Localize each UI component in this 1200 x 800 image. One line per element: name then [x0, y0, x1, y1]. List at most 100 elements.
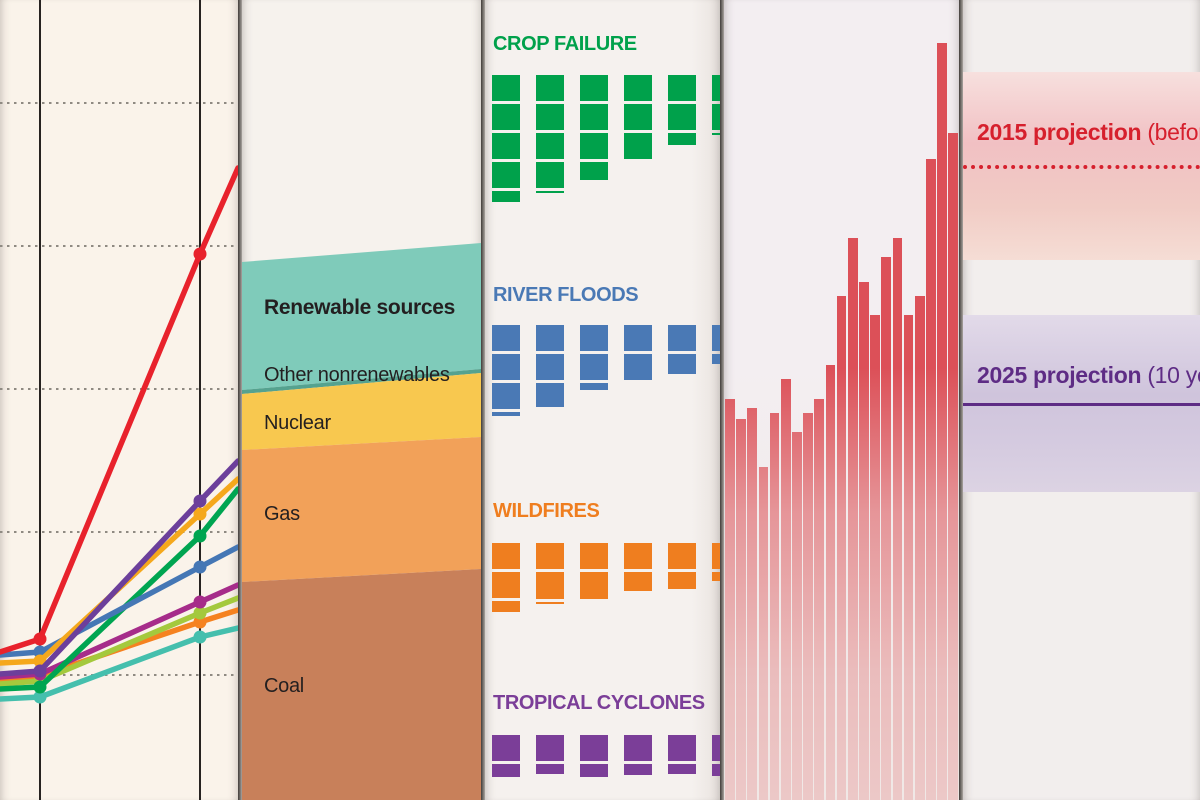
data-point-green [193, 529, 207, 543]
waffle-square [712, 133, 720, 135]
projection-label-2025-rest: (10 yea [1147, 362, 1200, 388]
waffle-square [580, 543, 608, 569]
area-label-coal: Coal [264, 675, 304, 697]
waffle-square [624, 354, 652, 380]
waffle-square [580, 383, 608, 390]
waffle-square [624, 104, 652, 130]
bar [859, 282, 869, 800]
bar [847, 238, 858, 800]
waffle-square [536, 104, 564, 130]
panel-divider [481, 0, 485, 800]
energy-mix-stacked-area: Other nonrenewables Nuclear Gas Coal Renewab… [242, 0, 481, 800]
waffle-square [624, 325, 652, 351]
data-point-red [33, 632, 47, 646]
line-series-purple [0, 458, 238, 677]
bar [780, 379, 791, 800]
data-point-magenta [193, 595, 207, 609]
waffle-square [536, 354, 564, 380]
waffle-square [492, 162, 520, 188]
bar [814, 399, 825, 800]
data-point-blue [193, 560, 207, 574]
area-label-renewables: Renewable sources [264, 296, 455, 319]
waffle-column [536, 325, 564, 410]
waffle-square [624, 133, 652, 159]
projection-label-2015-bold: 2015 projection [977, 119, 1142, 145]
waffle-square [536, 572, 564, 599]
waffle-column [668, 543, 696, 592]
waffle-square [712, 735, 720, 761]
bar-group [725, 0, 959, 800]
data-point-purple [33, 664, 47, 678]
waffle-column [624, 735, 652, 778]
waffle-square [536, 325, 564, 351]
waffle-column [580, 75, 608, 183]
line-series-teal [0, 625, 238, 702]
bar [881, 257, 892, 800]
waffle-square [580, 735, 608, 761]
projection-label-2015: 2015 projection (before [977, 119, 1200, 146]
waffle-square [580, 162, 608, 180]
waffle-column [580, 325, 608, 393]
waffle-square [536, 602, 564, 604]
waffle-square [624, 735, 652, 761]
projection-bands: 2015 projection (before 2025 projection … [963, 0, 1200, 800]
waffle-square [492, 412, 520, 416]
waffle-square [580, 354, 608, 380]
data-point-lime [193, 606, 207, 620]
line-series-blue [0, 544, 238, 658]
waffle-square [492, 354, 520, 380]
bar [769, 413, 780, 800]
waffle-title-river-floods: RIVER FLOODS [493, 284, 639, 306]
waffle-square [536, 75, 564, 101]
waffle-column [712, 735, 720, 779]
waffle-column [580, 735, 608, 780]
waffle-square [492, 764, 520, 777]
bar [803, 413, 813, 800]
line-series-magenta [0, 582, 238, 680]
waffle-square [668, 133, 696, 145]
stacked-area-svg [242, 243, 481, 800]
area-label-nuclear: Nuclear [264, 412, 331, 434]
waffle-column [580, 543, 608, 602]
bar [792, 432, 802, 800]
waffle-square [580, 325, 608, 351]
bar [870, 315, 880, 800]
line-chart-svg [0, 0, 238, 800]
data-point-green [33, 680, 47, 694]
waffle-column [624, 325, 652, 383]
waffle-column [492, 735, 520, 780]
waffle-square [492, 191, 520, 202]
data-point-purple [193, 494, 207, 508]
bar [903, 315, 914, 800]
waffle-square [668, 104, 696, 130]
waffle-column [492, 75, 520, 205]
area-label-other-nonrenewables: Other nonrenewables [264, 364, 450, 386]
bar [747, 408, 758, 800]
waffle-square [624, 572, 652, 591]
waffle-square [536, 133, 564, 159]
waffle-square [668, 572, 696, 589]
waffle-square [712, 104, 720, 130]
area-layer-renewable-sources [242, 243, 481, 390]
bar [926, 159, 936, 800]
area-label-gas: Gas [264, 503, 300, 525]
area-layer-coal [242, 569, 481, 800]
waffle-square [492, 735, 520, 761]
projection-line-2025 [963, 403, 1200, 406]
projection-label-2025-bold: 2025 projection [977, 362, 1142, 388]
data-point-red [193, 247, 207, 261]
waffle-column [492, 543, 520, 615]
waffle-square [580, 133, 608, 159]
waffle-square [492, 383, 520, 409]
waffle-square [712, 75, 720, 101]
waffle-square [492, 104, 520, 130]
waffle-column [668, 75, 696, 148]
waffle-square [492, 601, 520, 612]
waffle-square [712, 543, 720, 569]
line-series-lime [0, 595, 238, 687]
waffle-square [492, 75, 520, 101]
waffle-square [668, 75, 696, 101]
line-series-red [0, 165, 238, 655]
waffle-column [492, 325, 520, 419]
